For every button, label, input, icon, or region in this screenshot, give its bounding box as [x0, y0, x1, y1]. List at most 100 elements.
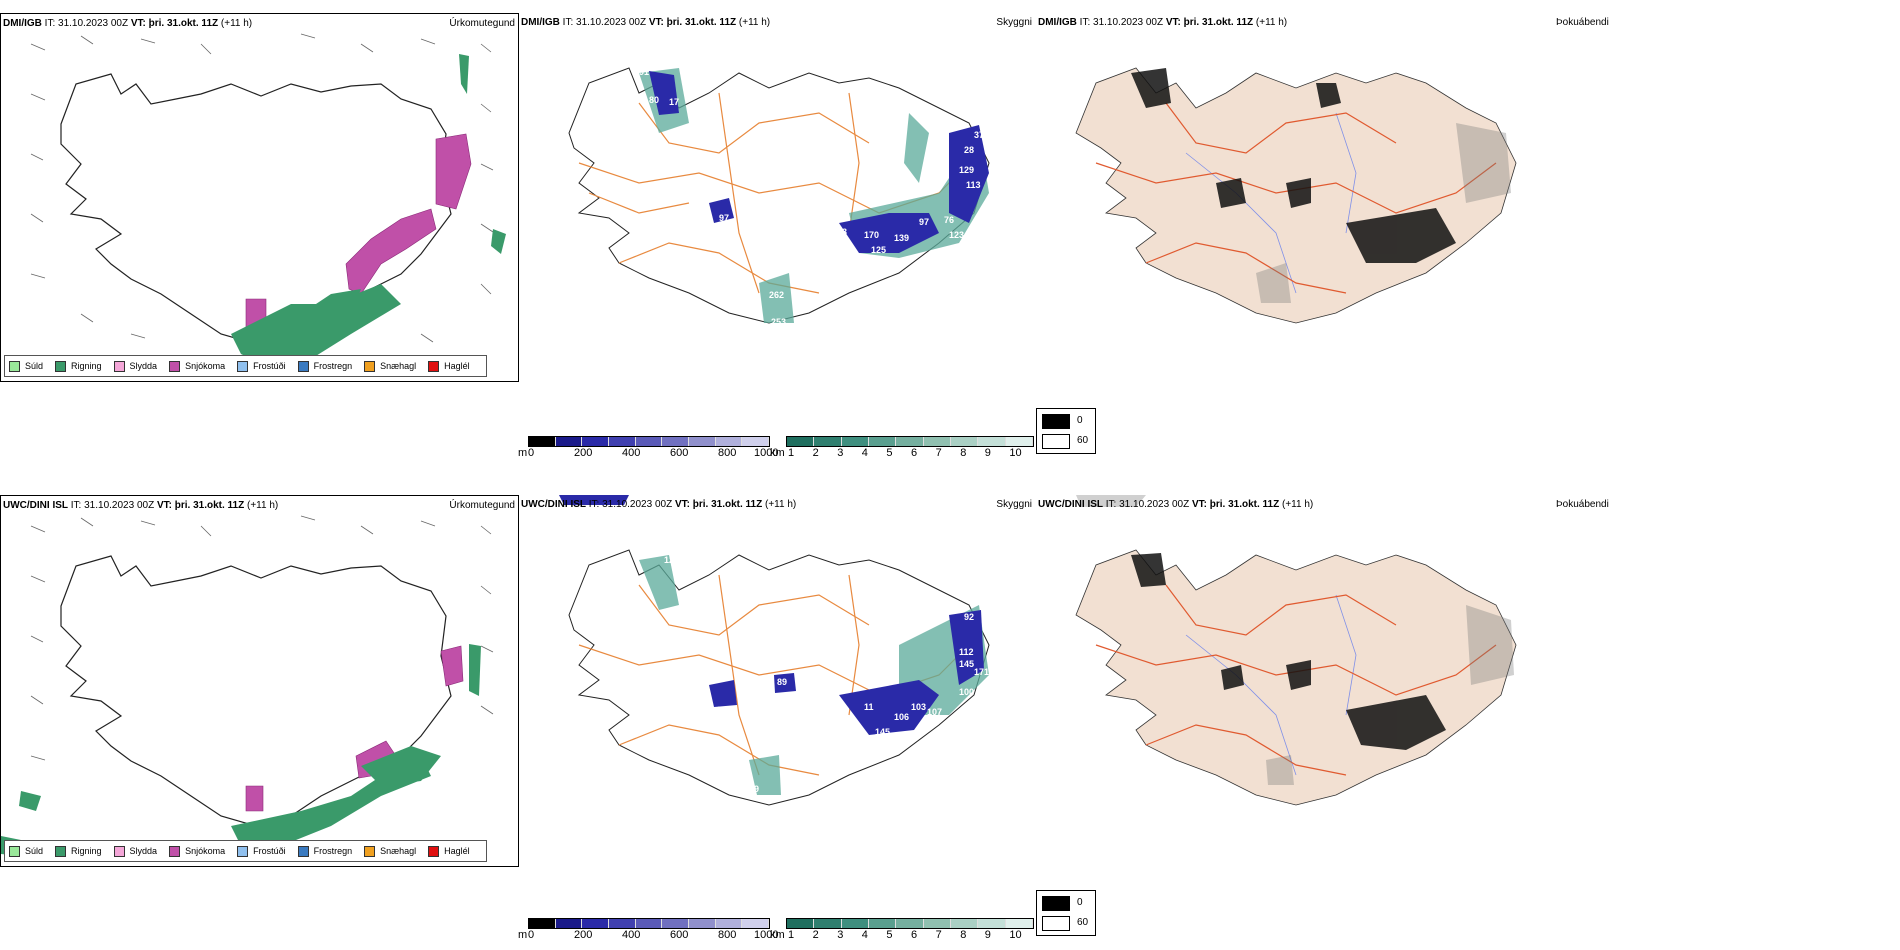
tick: 2	[812, 447, 819, 459]
init-time: 31.10.2023 00Z	[1093, 17, 1164, 28]
lead-time: (+11 h)	[1282, 499, 1314, 510]
ceiling-value-label: 97	[919, 217, 929, 227]
tick: 5	[886, 447, 893, 459]
precip-map-svg-row2	[1, 515, 494, 856]
vt-label: VT:	[130, 18, 146, 29]
ceiling-value-label: 100	[959, 687, 974, 697]
ceiling-value-label: 253	[771, 317, 786, 327]
ceiling-value-label: 11	[864, 702, 874, 712]
panel-header-row1-precip: DMI/IGB IT: 31.10.2023 00Z VT: þri. 31.o…	[3, 18, 252, 29]
ceiling-value-label: 11	[614, 505, 624, 515]
ceiling-value-label: 170	[864, 230, 879, 240]
ceiling-value-label: 91	[639, 67, 649, 77]
legend-item: Slydda	[113, 360, 158, 372]
tick: 400	[622, 929, 641, 941]
lead-time: (+11 h)	[765, 499, 797, 510]
ceiling-value-label: 228	[869, 271, 884, 281]
precip-type-map-row2: UWC/DINI ISL IT: 31.10.2023 00Z VT: þri.…	[0, 495, 519, 867]
legend-label: Slydda	[129, 361, 158, 371]
legend-swatch	[297, 845, 309, 857]
fog-key-high: 0	[1077, 415, 1083, 426]
valid-time: þri. 31.okt. 11Z	[148, 18, 219, 29]
tick: 600	[670, 447, 689, 459]
vt-label: VT:	[156, 500, 172, 511]
lead-time: (+11 h)	[247, 500, 279, 511]
legend-item: Súld	[9, 845, 43, 857]
low-ceiling-areas	[559, 495, 984, 735]
ceiling-colorbar	[528, 918, 770, 929]
precip-legend-row1: Súld Rigning Slydda Snjókoma Frostúði Frostre…	[4, 355, 487, 377]
legend-label: Snæhagl	[380, 361, 417, 371]
legend-swatch	[113, 845, 125, 857]
fog-haze	[1256, 123, 1511, 303]
field-title-precip: Úrkomutegund	[449, 500, 515, 511]
init-time: 31.10.2023 00Z	[58, 18, 129, 29]
ceiling-value-label: 171	[974, 667, 989, 677]
tick: 200	[574, 447, 593, 459]
ceiling-value-label: 11	[679, 155, 689, 165]
legend-swatch	[237, 360, 249, 372]
legend-label: Haglél	[444, 846, 470, 856]
it-label: IT:	[562, 17, 574, 28]
fog-key-row1: 0 60	[1036, 408, 1096, 454]
fog-key-high: 0	[1077, 897, 1083, 908]
legend-swatch	[297, 360, 309, 372]
rain-areas	[231, 54, 506, 364]
legend-label: Frostúði	[253, 846, 286, 856]
tick: 0	[528, 929, 535, 941]
model-name: UWC/DINI ISL	[3, 500, 68, 511]
legend-label: Slydda	[129, 846, 158, 856]
tick: 9	[984, 929, 991, 941]
ceiling-value-label: 139	[894, 233, 909, 243]
tick: 800	[718, 929, 737, 941]
ceiling-value-label: 94	[837, 713, 847, 723]
tick: 4	[861, 929, 868, 941]
precip-type-map-row1: DMI/IGB IT: 31.10.2023 00Z VT: þri. 31.o…	[0, 13, 519, 382]
tick: 8	[960, 447, 967, 459]
ceiling-visibility-map-row1: 91 80 17 11 97 105 213 170 125 139 97 76 123 37 129 113…	[519, 13, 1035, 380]
fog-key-swatch-high	[1042, 414, 1070, 429]
fog-rivers	[1185, 594, 1357, 776]
fog-patches	[1131, 68, 1456, 263]
vt-label: VT:	[1165, 17, 1181, 28]
legend-label: Haglél	[444, 361, 470, 371]
field-title-fog: Þokuábendi	[1556, 17, 1609, 28]
legend-item: Rigning	[55, 360, 102, 372]
legend-swatch	[55, 845, 67, 857]
ceiling-value-label: 107	[927, 707, 942, 717]
ceiling-value-label: 113	[966, 180, 981, 190]
ceiling-value-label: 112	[959, 647, 974, 657]
tick: 400	[622, 447, 641, 459]
legend-label: Snjókoma	[185, 361, 226, 371]
visibility-ticks: 1 2 3 4 5 6 7 8 9 10	[788, 447, 1038, 461]
legend-item: Frostúði	[237, 845, 286, 857]
ceiling-value-label: 16	[989, 195, 999, 205]
field-title-ceiling: Skyggni	[996, 17, 1032, 28]
legend-item: Snæhagl	[364, 845, 417, 857]
model-name: DMI/IGB	[1038, 17, 1077, 28]
ceiling-value-label: 103	[911, 702, 926, 712]
fog-key-low: 60	[1077, 917, 1089, 928]
legend-label: Rigning	[71, 846, 102, 856]
ceiling-value-label: 13	[749, 297, 759, 307]
tick: 10	[1009, 929, 1022, 941]
fog-patches	[1131, 553, 1446, 750]
tick: 8	[960, 929, 967, 941]
ceiling-unit: m	[518, 929, 528, 941]
tick: 1000	[754, 929, 779, 941]
ceiling-value-label: 12	[664, 555, 674, 565]
lead-time: (+11 h)	[738, 17, 771, 28]
ceiling-value-label: 123	[949, 230, 964, 240]
legend-item: Snæhagl	[364, 360, 417, 372]
legend-item: Frostúði	[237, 360, 286, 372]
field-title-precip: Úrkomutegund	[449, 18, 515, 29]
field-title-fog: Þokuábendi	[1556, 499, 1609, 510]
ceiling-value-label: 28	[964, 145, 974, 155]
legend-label: Snæhagl	[380, 846, 417, 856]
ceiling-colorbar	[528, 436, 770, 447]
ceiling-value-labels: 91 80 17 11 97 105 213 170 125 139 97 76 123 37 129 113…	[639, 67, 999, 327]
init-time: 31.10.2023 00Z	[602, 499, 673, 510]
legend-swatch	[169, 360, 181, 372]
ceiling-value-label: 106	[894, 712, 909, 722]
